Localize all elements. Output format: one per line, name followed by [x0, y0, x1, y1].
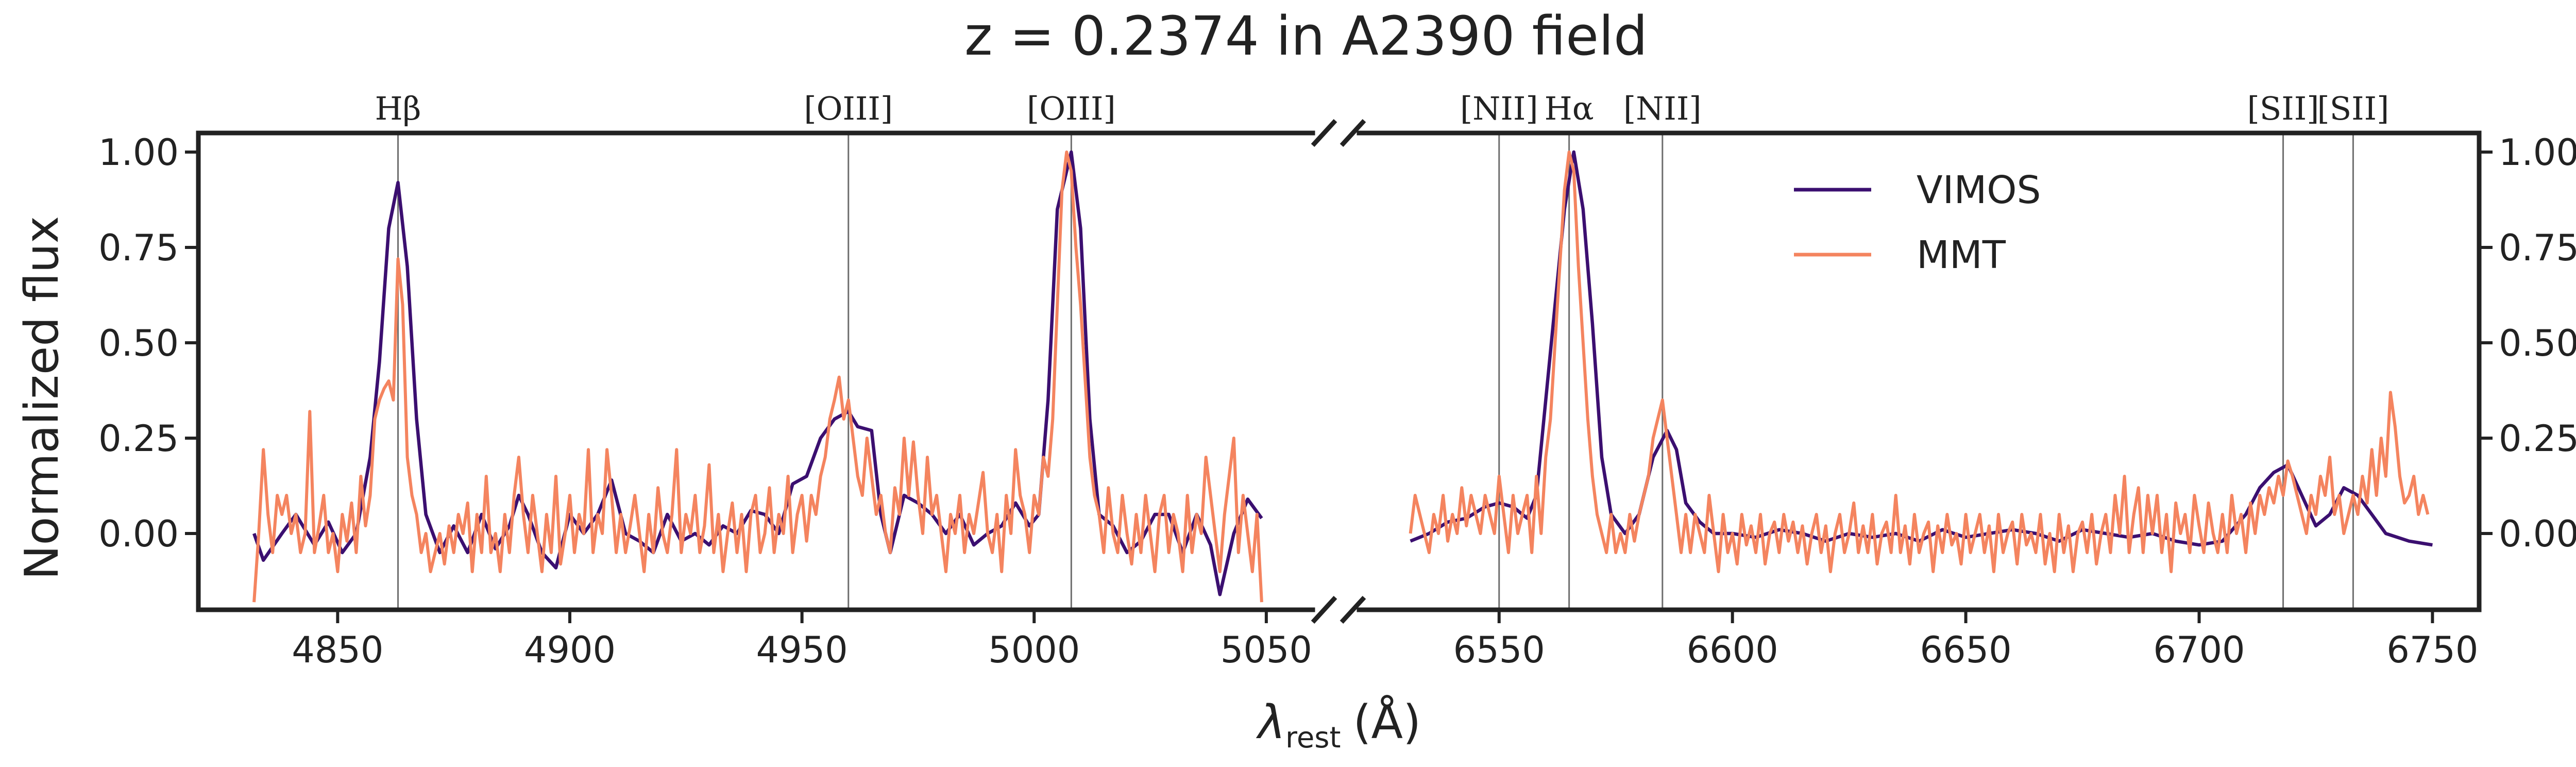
axis-break-marker: [1340, 119, 1366, 147]
series-line-vimos: [1410, 150, 2433, 547]
x-tick-label: 6650: [1920, 629, 2012, 671]
emission-line-label: Hβ: [375, 90, 421, 127]
x-axis-label-subscript: rest: [1285, 721, 1341, 755]
x-tick-label: 6700: [2153, 629, 2245, 671]
y-tick-label-left: 0.75: [98, 227, 179, 269]
y-tick-label-right: 0.25: [2499, 418, 2576, 460]
plot-area: Hβ [OIII] [OIII] [NII] Hα [NII] [SII][SII]1.00…: [98, 90, 2576, 671]
emission-line-label: [OIII]: [804, 90, 893, 127]
y-tick-label-right: 0.00: [2499, 513, 2576, 555]
left-panel-frame: [196, 130, 1315, 612]
series-line-mmt: [252, 151, 1263, 603]
axis-break-marker: [1311, 119, 1337, 147]
emission-line-label: [OIII]: [1027, 90, 1116, 127]
legend-label-vimos: VIMOS: [1917, 168, 2041, 212]
x-tick-label: 6550: [1453, 629, 1545, 671]
emission-line-label: [SII]: [2317, 90, 2389, 127]
y-tick-label-right: 0.75: [2499, 227, 2576, 269]
chart-title: z = 0.2374 in A2390 field: [964, 5, 1648, 68]
legend-label-mmt: MMT: [1917, 233, 2006, 277]
x-axis-label: λrest (Å): [1256, 694, 1421, 755]
y-tick-label-right: 0.50: [2499, 322, 2576, 364]
y-tick-label-left: 0.50: [98, 322, 179, 364]
x-tick-label: 5050: [1221, 629, 1312, 671]
x-axis-label-lambda: λ: [1256, 695, 1285, 749]
axis-break-marker: [1340, 595, 1366, 624]
emission-line-label: [NII]: [1623, 90, 1702, 127]
x-tick-label: 4950: [756, 629, 848, 671]
series-line-vimos: [252, 150, 1263, 596]
y-tick-label-left: 1.00: [98, 131, 179, 174]
x-tick-label: 6600: [1687, 629, 1778, 671]
y-tick-label-left: 0.00: [98, 513, 179, 555]
x-axis-label-unit: (Å): [1353, 694, 1421, 749]
emission-line-label: Hα: [1545, 90, 1594, 127]
y-axis-label: Normalized flux: [15, 216, 69, 580]
series-line-mmt: [1409, 151, 2430, 573]
y-tick-label-left: 0.25: [98, 418, 179, 460]
x-tick-label: 6750: [2386, 629, 2478, 671]
x-tick-label: 5000: [988, 629, 1080, 671]
axis-break-marker: [1311, 595, 1337, 624]
x-tick-label: 4850: [292, 629, 383, 671]
emission-line-label: [NII]: [1460, 90, 1538, 127]
right-panel-frame: [1357, 130, 2482, 612]
x-tick-label: 4900: [524, 629, 616, 671]
y-tick-label-right: 1.00: [2499, 131, 2576, 174]
emission-line-label: [SII]: [2247, 90, 2319, 127]
